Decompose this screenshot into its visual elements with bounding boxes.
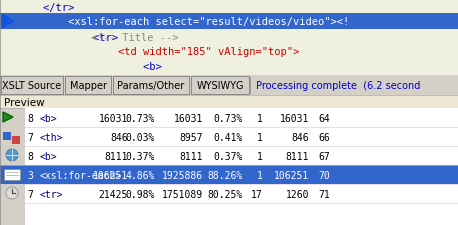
Bar: [14, 16, 23, 28]
Bar: [0, 76, 458, 96]
Text: 80.25%: 80.25%: [208, 189, 243, 199]
Text: 1: 1: [257, 170, 263, 180]
Text: 846: 846: [110, 132, 128, 142]
Text: Params/Other: Params/Other: [117, 81, 185, 91]
Text: 88.26%: 88.26%: [208, 170, 243, 180]
Text: 106251: 106251: [274, 170, 309, 180]
Text: 8111: 8111: [180, 151, 203, 161]
Bar: [39, 167, 118, 182]
Circle shape: [6, 187, 18, 199]
Polygon shape: [3, 112, 13, 122]
Bar: [0, 96, 458, 108]
Text: 1: 1: [257, 113, 263, 124]
Text: 0.41%: 0.41%: [213, 132, 243, 142]
Text: 7: 7: [27, 132, 33, 142]
Text: 16031: 16031: [98, 113, 128, 124]
Bar: [4, 169, 20, 180]
Text: 8: 8: [27, 113, 33, 124]
Text: 70: 70: [318, 170, 330, 180]
Text: 1: 1: [257, 151, 263, 161]
Bar: [25, 146, 458, 165]
Text: <tr>: <tr>: [40, 189, 64, 199]
Text: 8: 8: [27, 151, 33, 161]
Text: 66: 66: [318, 132, 330, 142]
Text: XSLT Source: XSLT Source: [2, 81, 62, 91]
Text: 8111: 8111: [285, 151, 309, 161]
Text: 846: 846: [291, 132, 309, 142]
Polygon shape: [2, 15, 14, 29]
Text: <b>: <b>: [40, 113, 58, 124]
Bar: [3, 132, 11, 140]
Text: </tr>: </tr>: [18, 3, 74, 13]
Text: Mapper: Mapper: [70, 81, 107, 91]
Text: <xsl:for-each select="result/videos/video"><!: <xsl:for-each select="result/videos/vide…: [18, 17, 349, 27]
Bar: [0, 108, 25, 225]
Text: 1925886: 1925886: [162, 170, 203, 180]
Text: 21425: 21425: [98, 189, 128, 199]
Text: 0.73%: 0.73%: [213, 113, 243, 124]
Bar: [12, 136, 20, 144]
Text: 0.03%: 0.03%: [125, 132, 155, 142]
Bar: [0, 0, 458, 76]
Text: 1: 1: [257, 132, 263, 142]
Text: 3: 3: [27, 170, 33, 180]
Text: <b>: <b>: [18, 62, 162, 72]
Bar: [65, 77, 111, 94]
Text: 17: 17: [251, 189, 263, 199]
Text: 0.37%: 0.37%: [213, 151, 243, 161]
Text: WYSIWYG: WYSIWYG: [196, 81, 244, 91]
Text: 1260: 1260: [285, 189, 309, 199]
Text: 8111: 8111: [104, 151, 128, 161]
Text: 71: 71: [318, 189, 330, 199]
Text: 4.86%: 4.86%: [125, 170, 155, 180]
Text: 16031: 16031: [174, 113, 203, 124]
Bar: [25, 127, 458, 146]
Text: 0.37%: 0.37%: [125, 151, 155, 161]
Text: 16031: 16031: [280, 113, 309, 124]
Circle shape: [6, 149, 18, 161]
Text: <tr>: <tr>: [18, 33, 118, 43]
Bar: [25, 184, 458, 203]
Text: <xsl:for-each>: <xsl:for-each>: [40, 170, 122, 180]
Text: <!-- Title -->: <!-- Title -->: [91, 33, 178, 43]
Text: 8957: 8957: [180, 132, 203, 142]
Text: 0.98%: 0.98%: [125, 189, 155, 199]
Text: 7: 7: [27, 189, 33, 199]
Bar: [0, 165, 25, 184]
Text: <b>: <b>: [40, 151, 58, 161]
Text: Processing complete  (6.2 second: Processing complete (6.2 second: [256, 81, 420, 91]
Bar: [25, 165, 458, 184]
Text: 1751089: 1751089: [162, 189, 203, 199]
Bar: [191, 77, 249, 94]
Text: 0.73%: 0.73%: [125, 113, 155, 124]
Text: <td width="185" vAlign="top">: <td width="185" vAlign="top">: [18, 47, 299, 57]
Bar: [25, 108, 458, 127]
Bar: [0, 14, 458, 30]
Text: 64: 64: [318, 113, 330, 124]
Bar: [1, 77, 63, 94]
Text: 106251: 106251: [93, 170, 128, 180]
Text: <th>: <th>: [40, 132, 64, 142]
Text: Preview: Preview: [4, 98, 44, 108]
Bar: [25, 108, 458, 225]
Bar: [113, 77, 189, 94]
Text: 67: 67: [318, 151, 330, 161]
